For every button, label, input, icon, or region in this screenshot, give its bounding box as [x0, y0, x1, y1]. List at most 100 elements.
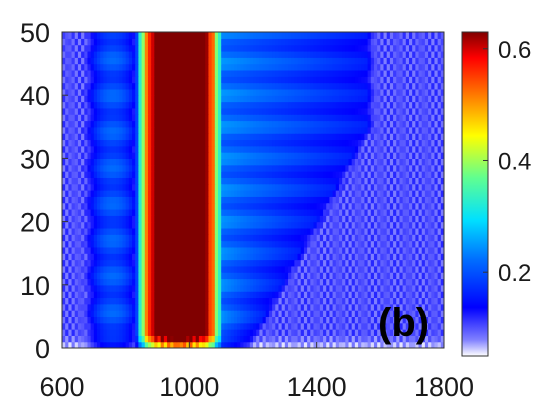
- heatmap-cell: [380, 227, 385, 235]
- heatmap-cell: [348, 259, 353, 267]
- heatmap-cell: [393, 101, 397, 109]
- heatmap-cell: [240, 215, 245, 223]
- heatmap-cell: [421, 101, 426, 109]
- heatmap-cell: [109, 183, 114, 191]
- heatmap-cell: [87, 322, 92, 330]
- heatmap-cell: [434, 322, 439, 330]
- heatmap-cell: [103, 278, 108, 286]
- heatmap-cell: [323, 341, 327, 348]
- heatmap-cell: [147, 272, 152, 280]
- heatmap-cell: [386, 133, 391, 141]
- heatmap-cell: [179, 164, 184, 172]
- heatmap-cell: [405, 297, 410, 305]
- heatmap-cell: [428, 310, 432, 317]
- heatmap-cell: [233, 126, 238, 134]
- heatmap-cell: [291, 190, 295, 197]
- heatmap-cell: [370, 177, 375, 185]
- heatmap-cell: [418, 246, 423, 254]
- heatmap-cell: [437, 145, 442, 153]
- heatmap-cell: [256, 227, 260, 235]
- heatmap-cell: [186, 335, 190, 343]
- heatmap-cell: [176, 133, 181, 141]
- heatmap-cell: [106, 335, 111, 343]
- heatmap-cell: [335, 120, 340, 128]
- heatmap-cell: [186, 316, 190, 324]
- heatmap-cell: [182, 107, 187, 115]
- heatmap-cell: [141, 183, 146, 191]
- heatmap-cell: [170, 259, 175, 267]
- heatmap-cell: [278, 335, 283, 343]
- heatmap-cell: [109, 335, 114, 343]
- heatmap-cell: [81, 284, 85, 292]
- heatmap-cell: [377, 126, 381, 134]
- heatmap-cell: [265, 183, 270, 191]
- heatmap-cell: [335, 316, 340, 324]
- heatmap-cell: [217, 234, 222, 242]
- heatmap-cell: [195, 152, 200, 159]
- heatmap-cell: [408, 322, 413, 330]
- heatmap-cell: [195, 107, 200, 115]
- heatmap-cell: [189, 265, 194, 273]
- heatmap-cell: [157, 341, 162, 348]
- heatmap-cell: [240, 259, 245, 267]
- heatmap-cell: [307, 171, 311, 178]
- heatmap-cell: [182, 114, 187, 122]
- heatmap-cell: [93, 82, 98, 90]
- heatmap-cell: [370, 190, 375, 197]
- heatmap-cell: [151, 190, 155, 197]
- heatmap-cell: [402, 221, 407, 229]
- heatmap-cell: [147, 152, 152, 159]
- heatmap-cell: [176, 246, 181, 254]
- heatmap-cell: [297, 272, 302, 280]
- heatmap-cell: [303, 316, 308, 324]
- heatmap-cell: [377, 316, 381, 324]
- heatmap-cell: [415, 183, 420, 191]
- heatmap-cell: [112, 341, 117, 348]
- heatmap-cell: [319, 158, 324, 166]
- heatmap-cell: [418, 215, 423, 223]
- heatmap-cell: [424, 253, 429, 261]
- heatmap-cell: [428, 284, 432, 292]
- heatmap-cell: [329, 272, 334, 280]
- heatmap-cell: [160, 215, 165, 223]
- heatmap-cell: [141, 284, 146, 292]
- heatmap-cell: [249, 177, 254, 185]
- heatmap-cell: [358, 215, 362, 223]
- heatmap-cell: [135, 139, 139, 147]
- heatmap-cell: [71, 95, 76, 103]
- heatmap-cell: [437, 101, 442, 109]
- heatmap-cell: [106, 227, 111, 235]
- heatmap-cell: [100, 278, 104, 286]
- heatmap-cell: [377, 152, 381, 159]
- heatmap-cell: [119, 278, 124, 286]
- heatmap-cell: [361, 95, 366, 103]
- heatmap-cell: [338, 88, 343, 96]
- heatmap-cell: [262, 190, 267, 197]
- heatmap-cell: [281, 82, 286, 90]
- heatmap-cell: [198, 114, 203, 122]
- heatmap-cell: [377, 227, 381, 235]
- heatmap-cell: [434, 240, 439, 248]
- heatmap-cell: [214, 240, 219, 248]
- heatmap-cell: [288, 82, 292, 90]
- heatmap-cell: [227, 259, 232, 267]
- heatmap-cell: [329, 335, 334, 343]
- heatmap-cell: [74, 133, 79, 141]
- heatmap-cell: [151, 114, 155, 122]
- heatmap-cell: [424, 208, 429, 216]
- heatmap-cell: [151, 259, 155, 267]
- heatmap-cell: [170, 240, 175, 248]
- heatmap-cell: [208, 234, 213, 242]
- heatmap-cell: [345, 145, 350, 153]
- heatmap-cell: [402, 341, 407, 348]
- heatmap-cell: [97, 171, 101, 178]
- heatmap-cell: [128, 202, 133, 210]
- heatmap-cell: [167, 297, 171, 305]
- heatmap-cell: [338, 246, 343, 254]
- heatmap-cell: [367, 133, 372, 141]
- heatmap-cell: [338, 322, 343, 330]
- heatmap-cell: [62, 227, 66, 235]
- heatmap-cell: [281, 259, 286, 267]
- heatmap-cell: [100, 215, 104, 223]
- heatmap-cell: [408, 126, 413, 134]
